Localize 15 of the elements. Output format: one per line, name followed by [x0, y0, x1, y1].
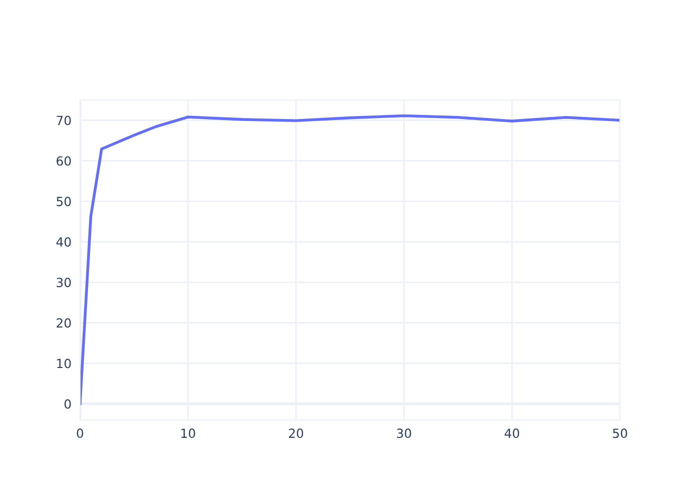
y-tick-label: 70: [56, 116, 71, 126]
x-tick-label: 30: [397, 428, 412, 438]
y-tick-label: 50: [56, 196, 71, 206]
x-tick-label: 10: [181, 428, 196, 438]
y-tick-label: 30: [56, 278, 71, 288]
x-tick-label: 0: [76, 428, 84, 438]
x-tick-label: 20: [288, 428, 304, 438]
y-tick-label: 40: [56, 237, 71, 247]
y-tick-label: 0: [64, 399, 71, 409]
y-tick-label: 10: [57, 358, 71, 368]
x-tick-label: 50: [613, 428, 628, 438]
x-tick-label: 40: [504, 428, 520, 438]
y-tick-label: 60: [56, 156, 71, 166]
line-series: [80, 114, 620, 406]
y-tick-label: 20: [56, 318, 71, 328]
